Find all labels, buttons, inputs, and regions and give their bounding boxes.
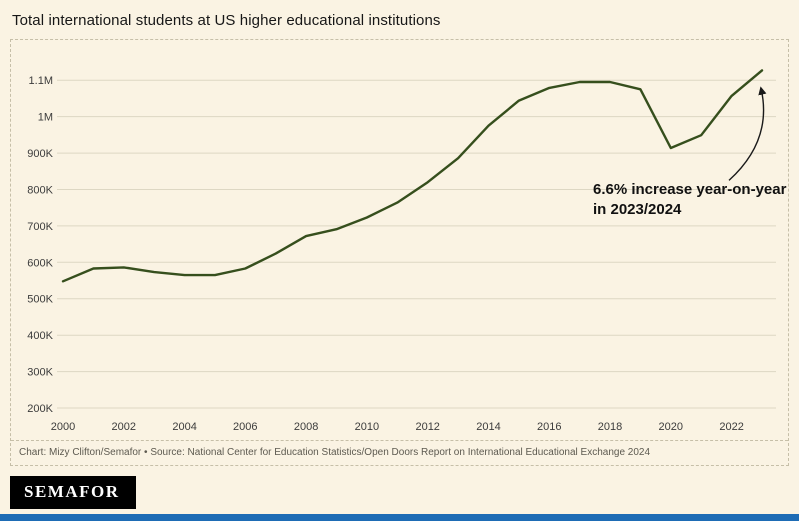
x-tick-label: 2006 [233,421,257,433]
logo-row: SEMAFOR [10,476,789,509]
y-tick-label: 1.1M [29,75,53,87]
chart-title: Total international students at US highe… [12,12,441,29]
annotation-arrow-icon [728,86,767,181]
y-tick-label: 300K [27,367,53,379]
bottom-accent-bar [0,514,799,521]
credits-text: Chart: Mizy Clifton/Semafor • Source: Na… [11,440,788,465]
x-tick-label: 2008 [294,421,318,433]
y-tick-label: 600K [27,257,53,269]
y-tick-label: 500K [27,294,53,306]
x-tick-label: 2018 [598,421,622,433]
x-tick-label: 2022 [719,421,743,433]
annotation-label: 6.6% increase year-on-year in 2023/2024 [593,181,787,218]
y-tick-label: 1M [38,112,53,124]
x-tick-label: 2012 [415,421,439,433]
x-tick-label: 2002 [112,421,136,433]
x-tick-label: 2010 [355,421,379,433]
y-tick-label: 400K [27,330,53,342]
x-tick-label: 2000 [51,421,75,433]
x-tick-label: 2020 [659,421,683,433]
x-tick-label: 2014 [476,421,500,433]
x-tick-label: 2016 [537,421,561,433]
chart-page: Total international students at US highe… [10,12,789,509]
y-tick-label: 800K [27,185,53,197]
y-tick-label: 900K [27,148,53,160]
x-tick-label: 2004 [172,421,196,433]
y-tick-label: 700K [27,221,53,233]
data-line [61,69,764,283]
line-chart: 200K 300K 400K 500K 600K 700K 800K 900K 1M 1.1M 20… [27,69,776,433]
y-tick-label: 200K [27,403,53,415]
chart-card: 200K 300K 400K 500K 600K 700K 800K 900K 1M 1.1M 20… [10,39,789,466]
semafor-logo: SEMAFOR [10,476,136,509]
